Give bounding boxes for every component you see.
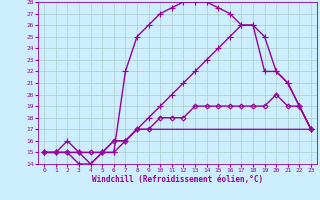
X-axis label: Windchill (Refroidissement éolien,°C): Windchill (Refroidissement éolien,°C) [92, 175, 263, 184]
